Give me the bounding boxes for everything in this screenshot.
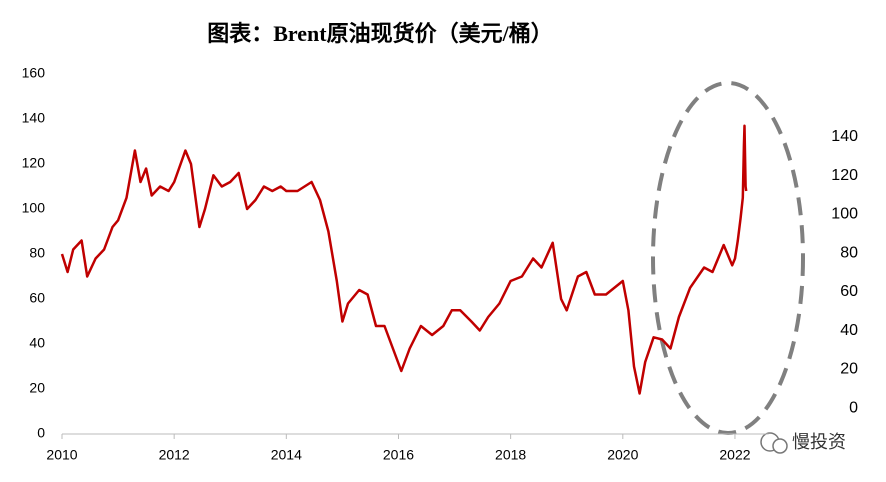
y2-tick-label: 80 [840,244,858,261]
y2-tick-label: 0 [849,399,858,416]
line-series [60,124,748,395]
y-tick-label: 120 [22,155,46,171]
y-tick-label: 60 [29,290,45,306]
x-tick-label: 2022 [719,447,750,463]
highlight-ellipse [651,81,805,435]
y2-tick-label: 40 [840,322,858,339]
watermark-text: 慢投资 [792,432,846,452]
x-tick-label: 2014 [271,447,302,463]
y-tick-label: 40 [29,335,45,351]
x-tick-label: 2012 [159,447,190,463]
y-tick-label: 0 [37,425,45,441]
chart-title: 图表：Brent原油现货价（美元/桶） [207,21,552,46]
x-tick-label: 2010 [46,447,77,463]
y2-tick-label: 20 [840,361,858,378]
y-tick-label: 140 [22,110,46,126]
y2-tick-label: 140 [831,128,858,145]
x-tick-label: 2016 [383,447,414,463]
y2-tick-label: 120 [831,167,858,184]
watermark: 慢投资 [760,432,846,454]
y-tick-label: 100 [22,200,46,216]
y2-tick-label: 60 [840,283,858,300]
y-tick-label: 20 [29,380,45,396]
y-tick-label: 80 [29,245,45,261]
x-tick-label: 2020 [607,447,638,463]
x-tick-label: 2018 [495,447,526,463]
y-tick-label: 160 [22,65,46,81]
y2-tick-label: 100 [831,206,858,223]
watermark-icon [772,438,788,454]
